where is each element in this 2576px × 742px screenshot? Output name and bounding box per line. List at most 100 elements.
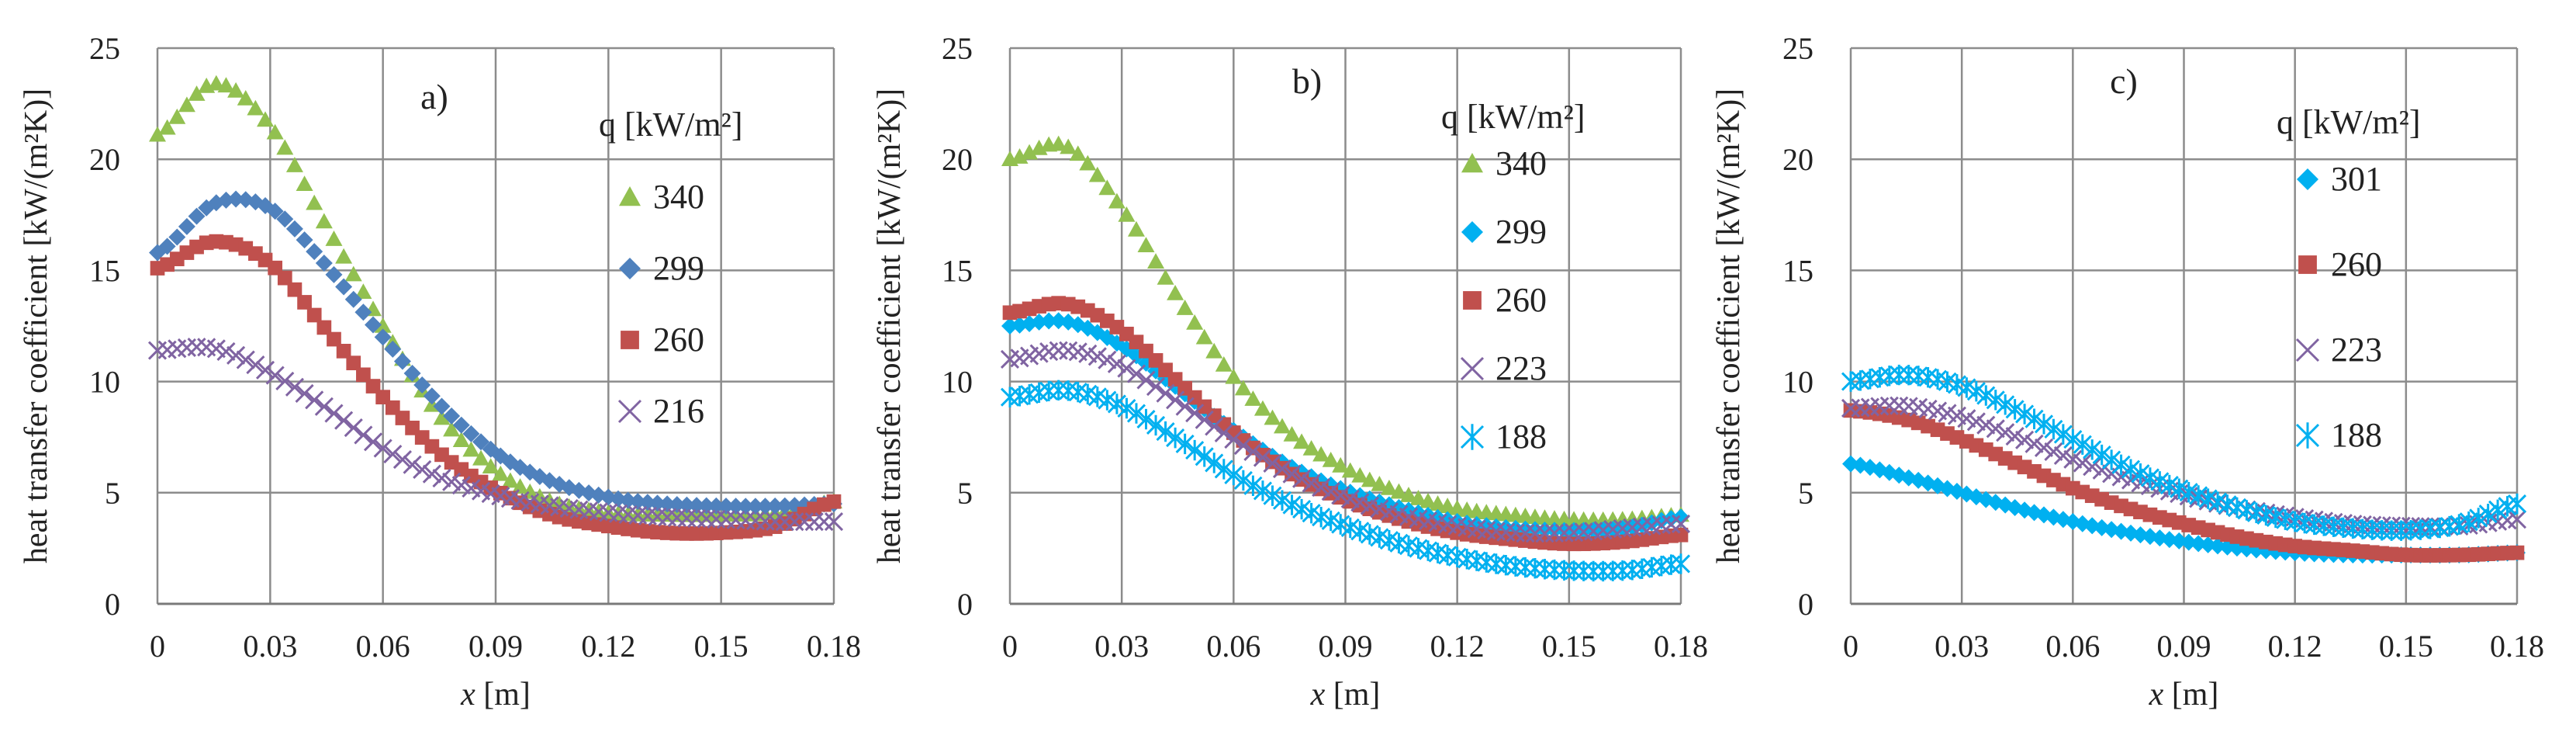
data-point bbox=[1010, 386, 1029, 407]
x-tick-label: 0.06 bbox=[2045, 629, 2100, 664]
y-tick-label: 15 bbox=[942, 253, 973, 288]
data-point bbox=[1167, 284, 1184, 300]
data-point bbox=[1233, 470, 1253, 491]
legend-title: q [kW/m²] bbox=[599, 106, 742, 144]
data-point bbox=[1332, 456, 1350, 473]
data-point bbox=[2083, 457, 2102, 477]
data-point bbox=[511, 478, 529, 494]
data-point bbox=[2073, 434, 2092, 455]
data-point bbox=[638, 494, 656, 511]
data-point bbox=[393, 352, 411, 370]
data-point bbox=[2488, 499, 2508, 521]
data-point bbox=[1966, 412, 1986, 432]
data-point bbox=[560, 498, 578, 514]
data-point bbox=[1448, 499, 1466, 515]
data-point bbox=[1613, 560, 1632, 581]
data-point bbox=[1399, 487, 1417, 502]
y-tick-label: 5 bbox=[1798, 476, 1814, 511]
data-point bbox=[2005, 426, 2024, 446]
y-tick-label: 15 bbox=[89, 253, 120, 288]
data-point bbox=[335, 278, 353, 296]
y-axis-title: heat transfer coefficient [kW/(m²K)] bbox=[1711, 88, 1747, 563]
data-point bbox=[2121, 459, 2141, 480]
data-point bbox=[501, 472, 519, 488]
data-point bbox=[1060, 138, 1077, 154]
data-point bbox=[1107, 394, 1126, 414]
data-point bbox=[363, 432, 383, 452]
y-tick-label: 0 bbox=[1798, 587, 1814, 622]
legend-label: 188 bbox=[1495, 418, 1547, 456]
data-point bbox=[737, 498, 755, 515]
legend: q [kW/m²] 340 299 260 223 188 bbox=[1441, 98, 1585, 456]
chart-panel-2: 0 5 10 15 20 25 0 0.03 0.06 0.09 0.12 0.15 0.18 x [m]… bbox=[872, 31, 1708, 713]
data-point bbox=[1146, 414, 1166, 436]
data-point bbox=[1361, 471, 1378, 487]
data-point bbox=[188, 207, 206, 225]
data-point bbox=[1156, 421, 1175, 442]
legend-label: 216 bbox=[653, 392, 704, 430]
data-point bbox=[354, 283, 372, 300]
x-tick-label: 0 bbox=[1843, 629, 1859, 664]
data-point bbox=[1584, 560, 1603, 582]
data-point bbox=[1986, 419, 2005, 439]
data-point bbox=[325, 231, 343, 246]
data-point bbox=[325, 265, 343, 283]
data-point bbox=[1419, 492, 1437, 508]
data-point bbox=[1001, 317, 1018, 335]
data-point bbox=[1429, 495, 1447, 511]
data-point bbox=[316, 320, 332, 335]
data-point bbox=[2507, 510, 2527, 529]
data-point bbox=[266, 203, 284, 220]
data-point bbox=[344, 418, 363, 438]
series-216 bbox=[147, 338, 844, 532]
y-tick-label: 0 bbox=[957, 587, 973, 622]
data-point bbox=[305, 390, 324, 410]
data-point bbox=[287, 282, 303, 297]
data-point bbox=[668, 496, 686, 514]
data-point bbox=[648, 494, 666, 512]
data-point bbox=[1996, 394, 2015, 415]
y-tick-label: 20 bbox=[1782, 142, 1814, 177]
data-point bbox=[1079, 154, 1097, 171]
data-point bbox=[354, 303, 372, 321]
data-point bbox=[227, 190, 245, 208]
data-point bbox=[1632, 558, 1651, 579]
data-point bbox=[1986, 390, 2005, 411]
y-tick-label: 25 bbox=[942, 31, 973, 66]
data-point bbox=[277, 270, 292, 286]
data-point bbox=[707, 497, 725, 515]
data-point bbox=[1126, 364, 1146, 383]
data-point bbox=[2053, 446, 2073, 466]
data-point bbox=[697, 497, 715, 515]
data-point bbox=[1671, 553, 1691, 574]
data-point bbox=[1879, 366, 1899, 387]
y-tick-label: 0 bbox=[105, 587, 120, 622]
data-point bbox=[1486, 553, 1506, 574]
data-point bbox=[306, 194, 323, 210]
data-point bbox=[1263, 453, 1282, 473]
data-point bbox=[717, 498, 735, 515]
data-point bbox=[1292, 469, 1312, 488]
data-point bbox=[452, 416, 470, 434]
data-point bbox=[1244, 390, 1262, 406]
data-point bbox=[373, 439, 392, 458]
data-point bbox=[295, 383, 314, 404]
data-point bbox=[432, 468, 451, 488]
chart-panel-3: 0 5 10 15 20 25 0 0.03 0.06 0.09 0.12 0.15 0.18 x [m]… bbox=[1711, 31, 2544, 713]
data-point bbox=[1156, 383, 1175, 403]
x-tick-label: 0.09 bbox=[469, 629, 523, 664]
data-point bbox=[1175, 433, 1195, 455]
data-point bbox=[492, 465, 510, 481]
legend-label: 299 bbox=[1495, 213, 1547, 251]
data-point bbox=[1137, 237, 1155, 253]
data-point bbox=[1671, 514, 1691, 533]
data-point bbox=[1890, 364, 1909, 386]
data-point bbox=[158, 238, 176, 255]
data-point bbox=[1118, 206, 1136, 222]
x-axis-title: x [m] bbox=[2149, 677, 2219, 713]
data-point bbox=[766, 498, 784, 515]
data-point bbox=[2150, 471, 2170, 492]
data-point bbox=[1029, 382, 1049, 404]
data-point bbox=[1000, 387, 1020, 407]
data-point bbox=[1166, 427, 1185, 449]
